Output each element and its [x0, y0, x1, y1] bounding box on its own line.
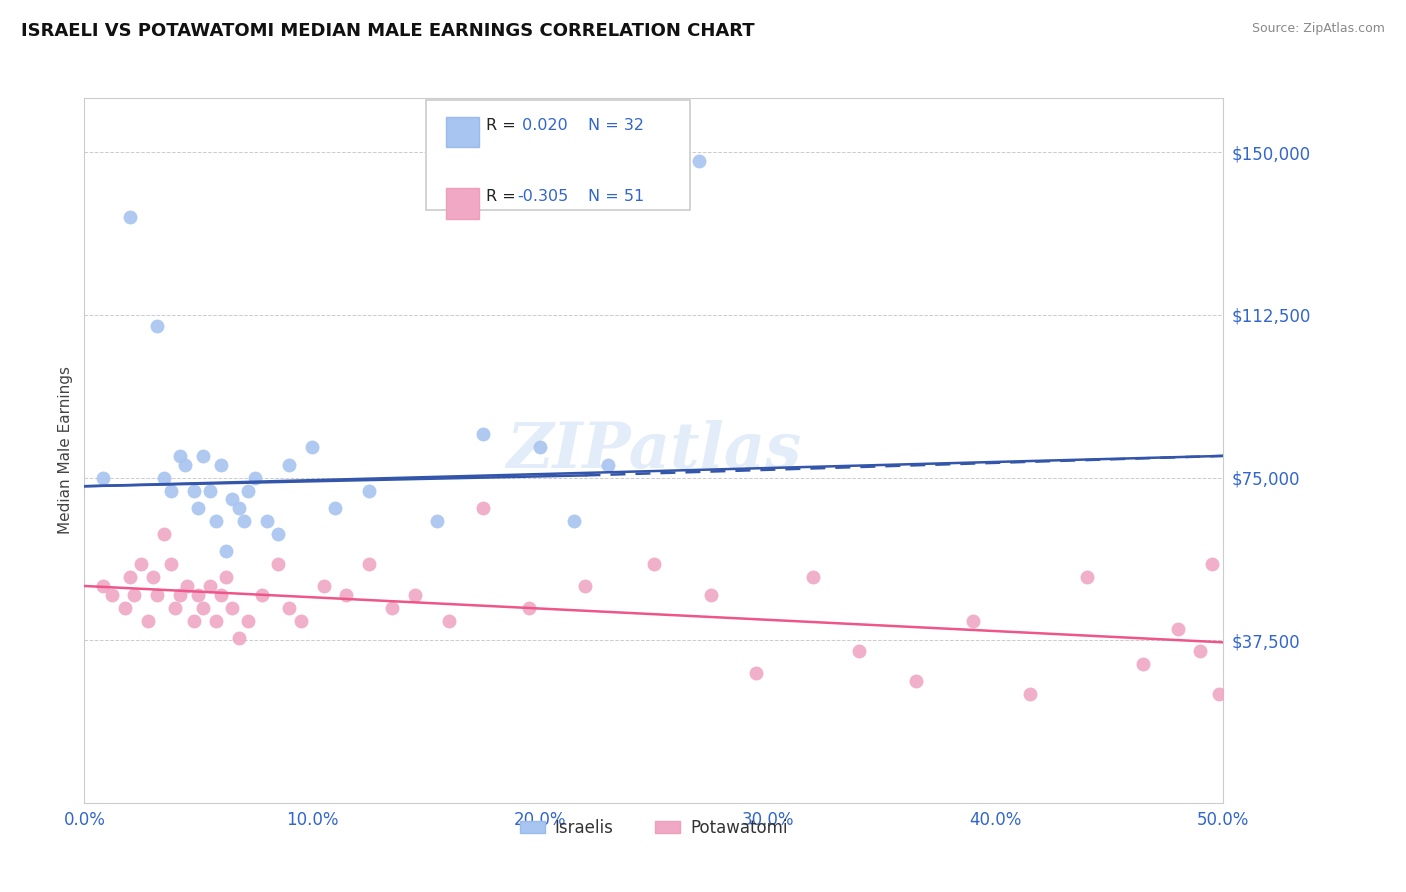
Text: 0.020: 0.020: [517, 118, 568, 133]
Point: [962, 614, 984, 628]
Point: [904, 674, 927, 689]
Point: [91, 579, 114, 593]
Point: [598, 458, 620, 472]
Point: [529, 440, 551, 454]
Point: [214, 544, 236, 558]
Point: [191, 449, 214, 463]
Point: [1132, 657, 1154, 671]
Point: [688, 153, 710, 168]
Point: [198, 483, 221, 498]
Point: [301, 440, 323, 454]
Point: [169, 449, 191, 463]
Text: N = 32: N = 32: [588, 118, 644, 133]
Point: [256, 514, 278, 528]
Point: [124, 588, 146, 602]
Point: [169, 588, 191, 602]
Point: [359, 558, 381, 572]
Point: [173, 458, 195, 472]
Point: [228, 500, 250, 515]
Point: [848, 644, 870, 658]
Point: [643, 558, 665, 572]
Point: [165, 600, 187, 615]
Text: Source: ZipAtlas.com: Source: ZipAtlas.com: [1251, 22, 1385, 36]
Point: [1201, 558, 1223, 572]
Point: [437, 614, 460, 628]
Point: [187, 500, 209, 515]
Point: [176, 579, 198, 593]
Point: [1018, 687, 1040, 701]
Point: [267, 527, 290, 541]
Point: [221, 492, 243, 507]
Point: [574, 579, 596, 593]
Text: -0.305: -0.305: [517, 189, 568, 204]
Point: [209, 458, 232, 472]
Point: [404, 588, 426, 602]
Text: ISRAELI VS POTAWATOMI MEDIAN MALE EARNINGS CORRELATION CHART: ISRAELI VS POTAWATOMI MEDIAN MALE EARNIN…: [21, 22, 755, 40]
Point: [232, 514, 254, 528]
Point: [214, 570, 236, 584]
Point: [381, 600, 404, 615]
Point: [426, 514, 449, 528]
Point: [290, 614, 312, 628]
Point: [91, 470, 114, 484]
Point: [136, 614, 159, 628]
Point: [472, 500, 495, 515]
Point: [146, 588, 169, 602]
Point: [238, 614, 260, 628]
Point: [472, 427, 495, 442]
Point: [153, 527, 176, 541]
Point: [801, 570, 824, 584]
Point: [335, 588, 357, 602]
Point: [183, 614, 205, 628]
Point: [160, 558, 183, 572]
Point: [745, 665, 768, 680]
Point: [359, 483, 381, 498]
Point: [250, 588, 273, 602]
Point: [187, 588, 209, 602]
Point: [191, 600, 214, 615]
Point: [700, 588, 723, 602]
Point: [114, 600, 136, 615]
Point: [643, 167, 665, 181]
Point: [238, 483, 260, 498]
Point: [312, 579, 335, 593]
Text: R =: R =: [486, 189, 522, 204]
Point: [267, 558, 290, 572]
Point: [153, 470, 176, 484]
Point: [118, 570, 141, 584]
Point: [205, 614, 228, 628]
Point: [228, 631, 250, 645]
Text: R =: R =: [486, 118, 522, 133]
Point: [517, 600, 540, 615]
Point: [142, 570, 165, 584]
Point: [118, 211, 141, 225]
Point: [146, 318, 169, 333]
Point: [100, 588, 122, 602]
Point: [205, 514, 228, 528]
Point: [183, 483, 205, 498]
Point: [221, 600, 243, 615]
Point: [1208, 687, 1230, 701]
Point: [1189, 644, 1212, 658]
Point: [323, 500, 346, 515]
Point: [1167, 623, 1189, 637]
Y-axis label: Median Male Earnings: Median Male Earnings: [58, 367, 73, 534]
Point: [198, 579, 221, 593]
Point: [278, 458, 301, 472]
Point: [245, 470, 267, 484]
Point: [160, 483, 183, 498]
Point: [562, 514, 585, 528]
Point: [1076, 570, 1098, 584]
Text: ZIPatlas: ZIPatlas: [506, 420, 801, 481]
Text: N = 51: N = 51: [588, 189, 644, 204]
Point: [209, 588, 232, 602]
Legend: Israelis, Potawatomi: Israelis, Potawatomi: [513, 813, 794, 844]
Point: [131, 558, 153, 572]
Point: [278, 600, 301, 615]
